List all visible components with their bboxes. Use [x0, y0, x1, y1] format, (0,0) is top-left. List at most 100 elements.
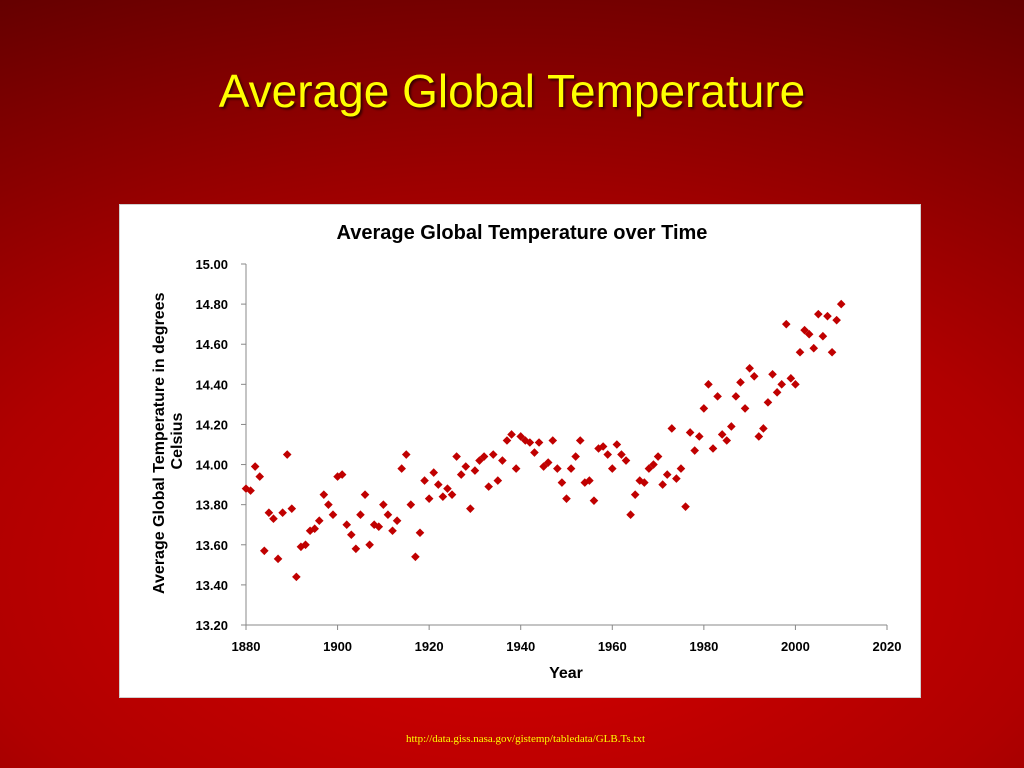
data-point	[676, 464, 686, 473]
data-point	[369, 520, 379, 530]
data-point	[301, 540, 310, 550]
x-tick-label: 1960	[598, 639, 627, 654]
data-point	[640, 478, 649, 487]
data-point	[722, 436, 732, 445]
data-point	[598, 442, 608, 451]
data-point	[502, 436, 512, 445]
data-point	[287, 504, 297, 513]
data-point	[420, 476, 429, 485]
data-point	[612, 440, 622, 449]
data-point	[607, 464, 617, 473]
data-point	[452, 452, 461, 461]
data-point	[621, 456, 631, 465]
data-point	[809, 343, 819, 353]
x-tick-label: 1980	[689, 639, 718, 654]
data-point	[429, 468, 439, 477]
y-tick-label: 13.40	[195, 578, 228, 593]
y-tick-label: 14.20	[195, 417, 228, 432]
data-point	[383, 510, 393, 519]
data-point	[278, 508, 287, 517]
data-point	[250, 462, 260, 471]
data-point	[836, 299, 846, 309]
chart-title: Average Global Temperature over Time	[337, 222, 708, 244]
chart-panel: Average Global Temperature over Time Yea…	[119, 204, 921, 698]
data-point	[424, 494, 434, 503]
data-point	[525, 438, 535, 447]
data-point	[479, 452, 489, 461]
data-point	[511, 464, 521, 473]
data-point	[685, 428, 695, 437]
data-point	[562, 494, 571, 503]
data-point	[498, 456, 507, 465]
data-point	[292, 572, 301, 582]
data-point	[484, 482, 493, 491]
y-tick-label: 14.80	[195, 297, 228, 312]
data-point	[667, 424, 677, 433]
data-point	[589, 496, 599, 505]
y-tick-label: 14.60	[195, 337, 228, 352]
data-point	[447, 490, 457, 499]
y-tick-label: 14.40	[195, 377, 228, 392]
data-point	[475, 456, 484, 465]
data-point	[466, 504, 475, 513]
data-point	[553, 464, 562, 473]
data-point	[704, 380, 713, 389]
data-point	[566, 464, 576, 473]
data-point	[360, 490, 370, 499]
data-point	[749, 372, 759, 381]
scatter-chart: Average Global Temperature over Time Yea…	[151, 222, 902, 682]
data-point	[763, 398, 773, 407]
y-tick-label: 15.00	[195, 257, 228, 272]
data-point	[603, 450, 613, 459]
data-point	[548, 436, 558, 445]
data-point	[759, 424, 768, 433]
data-point	[804, 329, 814, 339]
data-point	[814, 309, 823, 319]
data-point	[585, 476, 594, 485]
data-point	[786, 374, 796, 383]
data-point	[681, 502, 690, 511]
data-point	[351, 544, 361, 554]
data-point	[415, 528, 425, 538]
data-point	[470, 466, 480, 475]
data-point	[443, 484, 452, 493]
data-point	[727, 422, 736, 431]
source-link[interactable]: http://data.giss.nasa.gov/gistemp/tabled…	[406, 733, 646, 745]
data-point	[708, 444, 718, 453]
data-point	[699, 404, 709, 413]
data-point	[772, 388, 782, 397]
data-point	[672, 474, 681, 483]
data-point	[575, 436, 585, 445]
data-point	[333, 472, 342, 481]
data-point	[777, 380, 786, 389]
data-point	[388, 526, 397, 536]
data-point	[791, 380, 800, 389]
data-point	[406, 500, 416, 509]
data-point	[319, 490, 329, 499]
data-point	[740, 404, 750, 413]
data-point	[310, 524, 319, 534]
x-tick-label: 1900	[323, 639, 352, 654]
data-point	[731, 392, 741, 401]
data-point	[827, 347, 837, 357]
data-point	[658, 480, 667, 489]
data-point	[832, 315, 841, 325]
data-point	[571, 452, 580, 461]
data-point	[534, 438, 544, 447]
data-point	[520, 436, 530, 445]
data-point	[328, 510, 338, 519]
data-point	[795, 347, 805, 357]
data-point	[507, 430, 516, 439]
data-point	[365, 540, 374, 550]
data-point	[255, 472, 265, 481]
data-point	[630, 490, 640, 499]
data-point	[379, 500, 388, 509]
data-point	[690, 446, 699, 455]
data-point	[314, 516, 324, 526]
data-point	[493, 476, 503, 485]
data-point	[653, 452, 663, 461]
x-tick-label: 1920	[415, 639, 444, 654]
data-point	[337, 470, 347, 479]
x-tick-label: 2020	[873, 639, 902, 654]
data-point	[626, 510, 635, 519]
